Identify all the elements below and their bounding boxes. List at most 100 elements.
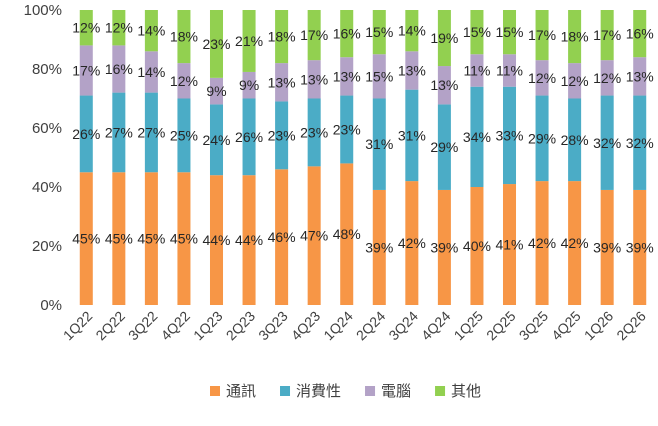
data-label: 26% bbox=[235, 129, 263, 145]
x-axis: 1Q222Q223Q224Q221Q232Q233Q234Q231Q242Q24… bbox=[60, 308, 649, 344]
bar-segment bbox=[372, 54, 386, 99]
legend-label: 消費性 bbox=[296, 383, 341, 400]
data-label: 13% bbox=[333, 68, 361, 84]
bar-segment bbox=[242, 98, 256, 176]
x-tick-label: 3Q23 bbox=[255, 308, 291, 344]
data-label: 45% bbox=[105, 231, 133, 247]
data-label: 12% bbox=[105, 20, 133, 36]
bar-segment bbox=[600, 95, 614, 190]
bar-segment bbox=[600, 10, 614, 61]
bar-segment bbox=[79, 172, 93, 305]
data-label: 45% bbox=[137, 231, 165, 247]
data-label: 14% bbox=[137, 64, 165, 80]
bar-segment bbox=[307, 10, 321, 61]
legend-swatch bbox=[210, 386, 220, 396]
data-label: 44% bbox=[202, 232, 230, 248]
data-label: 11% bbox=[496, 62, 523, 78]
bar-segment bbox=[209, 77, 224, 105]
bar-segment bbox=[209, 175, 224, 305]
bar-segment bbox=[307, 98, 321, 167]
data-label: 17% bbox=[528, 27, 556, 43]
x-tick-label: 2Q26 bbox=[613, 308, 649, 344]
data-label: 23% bbox=[300, 124, 328, 140]
data-label: 42% bbox=[398, 235, 426, 251]
x-tick-label: 1Q26 bbox=[581, 308, 617, 344]
bar-segment bbox=[144, 92, 158, 173]
bar-segment bbox=[112, 45, 126, 93]
bar-segment bbox=[307, 60, 321, 99]
bar-segment bbox=[79, 95, 93, 173]
data-label: 15% bbox=[365, 68, 393, 84]
data-label: 23% bbox=[333, 121, 361, 137]
data-label: 12% bbox=[561, 73, 589, 89]
data-label: 18% bbox=[170, 29, 198, 45]
bar-segment bbox=[568, 181, 582, 305]
bar-segment bbox=[79, 45, 93, 96]
y-tick-label: 100% bbox=[24, 2, 62, 19]
bar-segment bbox=[568, 98, 582, 182]
bar-segment bbox=[112, 92, 126, 173]
bar-segment bbox=[79, 10, 93, 46]
bar-segment bbox=[633, 189, 647, 305]
bar-segment bbox=[177, 98, 191, 173]
bar-segment bbox=[112, 10, 126, 46]
x-tick-label: 3Q25 bbox=[516, 308, 552, 344]
bar-segment bbox=[502, 184, 517, 305]
data-label: 32% bbox=[593, 135, 621, 151]
data-label: 16% bbox=[105, 61, 133, 77]
data-label: 39% bbox=[593, 239, 621, 255]
x-tick-label: 4Q24 bbox=[418, 308, 454, 344]
legend-swatch bbox=[365, 386, 376, 396]
bar-segment bbox=[340, 163, 354, 305]
data-label: 17% bbox=[593, 27, 621, 43]
bar-segment bbox=[144, 172, 158, 305]
data-label: 28% bbox=[561, 132, 589, 148]
bar-segment bbox=[568, 10, 582, 64]
x-tick-label: 3Q24 bbox=[385, 308, 421, 344]
data-label: 31% bbox=[365, 136, 393, 152]
bar-segment bbox=[372, 98, 386, 190]
y-tick-label: 60% bbox=[32, 120, 62, 137]
data-label: 16% bbox=[626, 26, 654, 42]
data-label: 39% bbox=[626, 239, 654, 255]
x-tick-label: 1Q22 bbox=[60, 308, 96, 344]
bar-segment bbox=[470, 10, 484, 55]
data-label: 25% bbox=[170, 127, 198, 143]
bar-segment bbox=[144, 10, 158, 52]
bar-segment bbox=[568, 63, 582, 99]
bar-segment bbox=[600, 60, 614, 96]
bar-segment bbox=[209, 10, 224, 78]
data-label: 47% bbox=[300, 228, 328, 244]
x-tick-label: 2Q24 bbox=[353, 308, 389, 344]
data-label: 19% bbox=[430, 30, 458, 46]
data-label: 15% bbox=[365, 24, 393, 40]
data-label: 13% bbox=[430, 77, 458, 93]
bar-segment bbox=[340, 10, 354, 58]
bar-segment bbox=[275, 169, 289, 305]
data-label: 18% bbox=[268, 29, 296, 45]
data-label: 13% bbox=[398, 62, 426, 78]
data-label: 41% bbox=[495, 237, 523, 253]
data-label: 45% bbox=[170, 231, 198, 247]
bar-segment bbox=[405, 10, 419, 52]
data-label: 26% bbox=[72, 126, 100, 142]
data-label: 45% bbox=[72, 231, 100, 247]
data-label: 42% bbox=[528, 235, 556, 251]
data-label: 14% bbox=[398, 23, 426, 39]
data-label: 15% bbox=[463, 24, 491, 40]
legend-item: 電腦 bbox=[365, 383, 411, 400]
legend-item: 其他 bbox=[435, 383, 481, 400]
y-tick-label: 40% bbox=[32, 179, 62, 196]
data-label: 11% bbox=[463, 62, 490, 78]
bar-segment bbox=[470, 86, 484, 187]
data-label: 29% bbox=[430, 139, 458, 155]
x-tick-label: 1Q24 bbox=[320, 308, 356, 344]
data-label: 39% bbox=[365, 239, 393, 255]
legend-label: 電腦 bbox=[381, 383, 411, 400]
data-label: 12% bbox=[72, 20, 100, 36]
data-label: 40% bbox=[463, 238, 491, 254]
x-tick-label: 3Q22 bbox=[125, 308, 161, 344]
data-label: 9% bbox=[206, 83, 226, 99]
data-label: 12% bbox=[528, 70, 556, 86]
